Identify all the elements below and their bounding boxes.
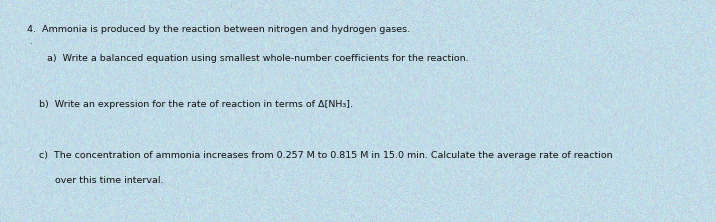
Text: ·: · xyxy=(29,40,32,49)
Text: a)  Write a balanced equation using smallest whole-number coefficients for the r: a) Write a balanced equation using small… xyxy=(47,54,468,63)
Text: c)  The concentration of ammonia increases from 0.257 M to 0.815 M in 15.0 min. : c) The concentration of ammonia increase… xyxy=(39,151,613,160)
Text: 4.  Ammonia is produced by the reaction between nitrogen and hydrogen gases.: 4. Ammonia is produced by the reaction b… xyxy=(27,26,410,34)
Text: over this time interval.: over this time interval. xyxy=(55,176,164,185)
Text: b)  Write an expression for the rate of reaction in terms of Δ[NH₃].: b) Write an expression for the rate of r… xyxy=(39,100,354,109)
